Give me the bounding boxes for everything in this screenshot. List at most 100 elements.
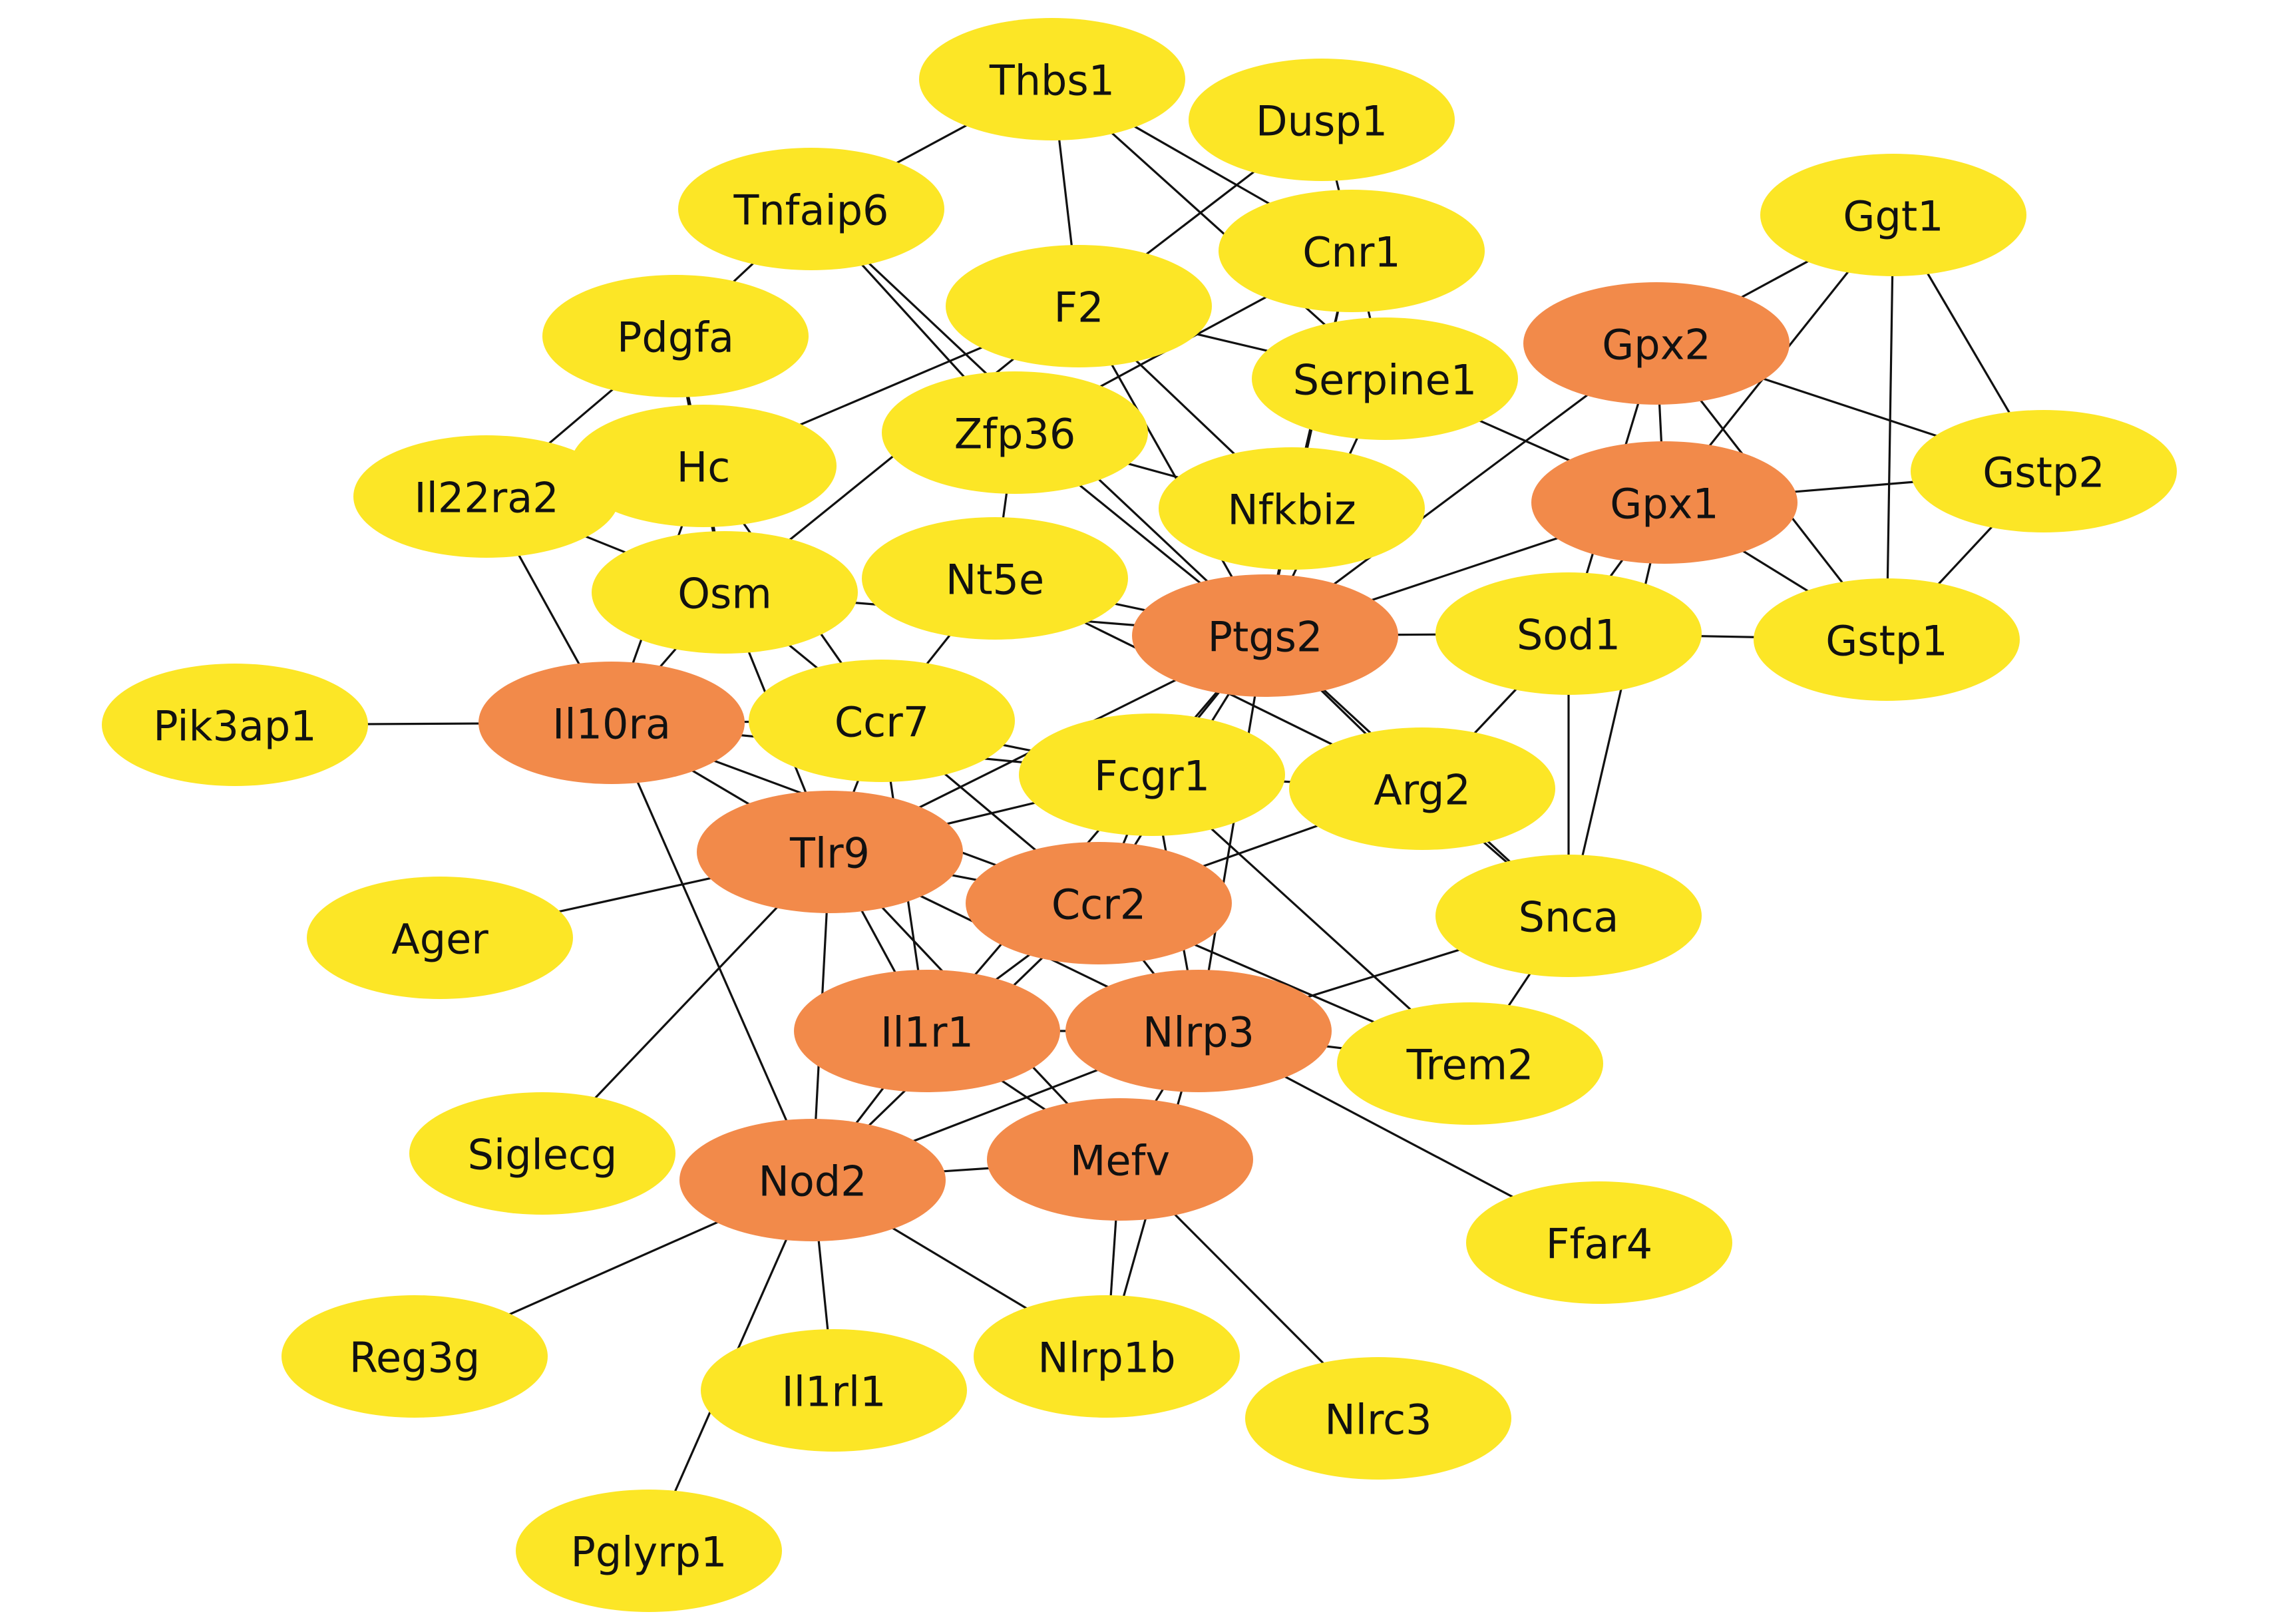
- node-shape-pik3ap1: [102, 664, 368, 786]
- node-hc[interactable]: Hc: [570, 405, 837, 527]
- node-label-gpx2: Gpx2: [1602, 321, 1711, 369]
- node-dusp1[interactable]: Dusp1: [1189, 59, 1455, 181]
- node-ccr7[interactable]: Ccr7: [749, 660, 1015, 782]
- node-shape-snca: [1435, 855, 1702, 977]
- node-nlrp1b[interactable]: Nlrp1b: [974, 1295, 1240, 1418]
- node-nod2[interactable]: Nod2: [679, 1119, 946, 1241]
- node-pik3ap1[interactable]: Pik3ap1: [102, 664, 368, 786]
- node-thbs1[interactable]: Thbs1: [919, 18, 1185, 140]
- node-shape-gstp2: [1911, 410, 2177, 532]
- node-label-il22ra2: Il22ra2: [414, 474, 558, 522]
- node-cnr1[interactable]: Cnr1: [1219, 190, 1485, 312]
- node-shape-ffar4: [1466, 1181, 1732, 1304]
- node-fcgr1[interactable]: Fcgr1: [1019, 713, 1285, 836]
- node-shape-nlrp3: [1065, 970, 1332, 1092]
- node-tlr9[interactable]: Tlr9: [697, 791, 963, 913]
- node-serpine1[interactable]: Serpine1: [1252, 317, 1518, 440]
- node-label-zfp36: Zfp36: [954, 410, 1076, 459]
- node-nt5e[interactable]: Nt5e: [862, 517, 1128, 640]
- node-ggt1[interactable]: Ggt1: [1760, 154, 2026, 276]
- node-label-il1r1: Il1r1: [880, 1008, 974, 1057]
- node-shape-ptgs2: [1132, 574, 1398, 697]
- node-osm[interactable]: Osm: [592, 531, 858, 654]
- node-arg2[interactable]: Arg2: [1289, 727, 1555, 850]
- node-zfp36[interactable]: Zfp36: [882, 371, 1148, 494]
- node-shape-arg2: [1289, 727, 1555, 850]
- edge-il10ra-nod2: [610, 722, 814, 1181]
- node-label-tnfaip6: Tnfaip6: [733, 186, 888, 235]
- node-shape-f2: [946, 245, 1212, 367]
- node-label-hc: Hc: [677, 443, 731, 492]
- node-shape-cnr1: [1219, 190, 1485, 312]
- edge-ptgs2-il1r1: [926, 634, 1266, 1032]
- node-label-serpine1: Serpine1: [1293, 356, 1477, 405]
- node-label-gstp2: Gstp2: [1983, 449, 2104, 497]
- node-gstp2[interactable]: Gstp2: [1911, 410, 2177, 532]
- node-label-sod1: Sod1: [1517, 611, 1620, 660]
- node-il22ra2[interactable]: Il22ra2: [353, 435, 620, 558]
- node-tnfaip6[interactable]: Tnfaip6: [678, 148, 944, 270]
- node-label-nod2: Nod2: [758, 1157, 866, 1206]
- node-label-pdgfa: Pdgfa: [617, 313, 734, 362]
- node-label-nt5e: Nt5e: [946, 556, 1044, 604]
- node-shape-tlr9: [697, 791, 963, 913]
- node-label-tlr9: Tlr9: [789, 829, 870, 878]
- node-shape-il10ra: [478, 662, 745, 784]
- node-siglecg[interactable]: Siglecg: [409, 1092, 675, 1215]
- node-pglyrp1[interactable]: Pglyrp1: [516, 1490, 782, 1612]
- node-layer: Thbs1 Dusp1 Tnfaip6 Cnr1 Ggt1 F2 Pdgfa Gpx2 Serp…: [102, 18, 2177, 1612]
- node-shape-gpx2: [1523, 282, 1790, 405]
- node-label-dusp1: Dusp1: [1256, 97, 1388, 146]
- node-shape-pglyrp1: [516, 1490, 782, 1612]
- node-pdgfa[interactable]: Pdgfa: [542, 275, 809, 397]
- node-shape-il1r1: [794, 970, 1060, 1092]
- node-gpx2[interactable]: Gpx2: [1523, 282, 1790, 405]
- node-snca[interactable]: Snca: [1435, 855, 1702, 977]
- node-shape-mefv: [987, 1098, 1253, 1221]
- node-gpx1[interactable]: Gpx1: [1531, 441, 1798, 564]
- edge-gpx1-snca: [1567, 502, 1666, 916]
- node-shape-sod1: [1435, 572, 1702, 695]
- node-shape-siglecg: [409, 1092, 675, 1215]
- node-shape-ager: [307, 877, 573, 999]
- node-ccr2[interactable]: Ccr2: [966, 842, 1232, 964]
- node-shape-il1rl1: [701, 1329, 967, 1452]
- node-il1rl1[interactable]: Il1rl1: [701, 1329, 967, 1452]
- node-shape-reg3g: [282, 1295, 548, 1418]
- node-ager[interactable]: Ager: [307, 877, 573, 999]
- node-label-f2: F2: [1053, 284, 1103, 332]
- node-label-ffar4: Ffar4: [1546, 1220, 1652, 1269]
- node-label-cnr1: Cnr1: [1302, 228, 1401, 277]
- node-nfkbiz[interactable]: Nfkbiz: [1159, 447, 1425, 570]
- node-reg3g[interactable]: Reg3g: [282, 1295, 548, 1418]
- node-il1r1[interactable]: Il1r1: [794, 970, 1060, 1092]
- node-shape-serpine1: [1252, 317, 1518, 440]
- node-label-osm: Osm: [677, 570, 772, 618]
- node-label-snca: Snca: [1519, 893, 1619, 942]
- node-nlrp3[interactable]: Nlrp3: [1065, 970, 1332, 1092]
- node-shape-ggt1: [1760, 154, 2026, 276]
- node-label-ptgs2: Ptgs2: [1208, 613, 1323, 662]
- node-shape-il22ra2: [353, 435, 620, 558]
- edge-ptgs2-nlrp3: [1197, 635, 1266, 1032]
- node-label-ager: Ager: [391, 915, 488, 964]
- node-il10ra[interactable]: Il10ra: [478, 662, 745, 784]
- node-shape-ccr7: [749, 660, 1015, 782]
- node-shape-nfkbiz: [1159, 447, 1425, 570]
- node-gstp1[interactable]: Gstp1: [1754, 578, 2020, 701]
- node-trem2[interactable]: Trem2: [1337, 1002, 1603, 1125]
- node-f2[interactable]: F2: [946, 245, 1212, 367]
- node-ffar4[interactable]: Ffar4: [1466, 1181, 1732, 1304]
- node-label-pik3ap1: Pik3ap1: [153, 702, 316, 751]
- node-mefv[interactable]: Mefv: [987, 1098, 1253, 1221]
- node-shape-nlrc3: [1245, 1357, 1511, 1480]
- node-ptgs2[interactable]: Ptgs2: [1132, 574, 1398, 697]
- node-sod1[interactable]: Sod1: [1435, 572, 1702, 695]
- node-nlrc3[interactable]: Nlrc3: [1245, 1357, 1511, 1480]
- node-label-il10ra: Il10ra: [552, 700, 671, 749]
- node-shape-nlrp1b: [974, 1295, 1240, 1418]
- node-shape-tnfaip6: [678, 148, 944, 270]
- node-label-il1rl1: Il1rl1: [781, 1368, 886, 1416]
- node-shape-nod2: [679, 1119, 946, 1241]
